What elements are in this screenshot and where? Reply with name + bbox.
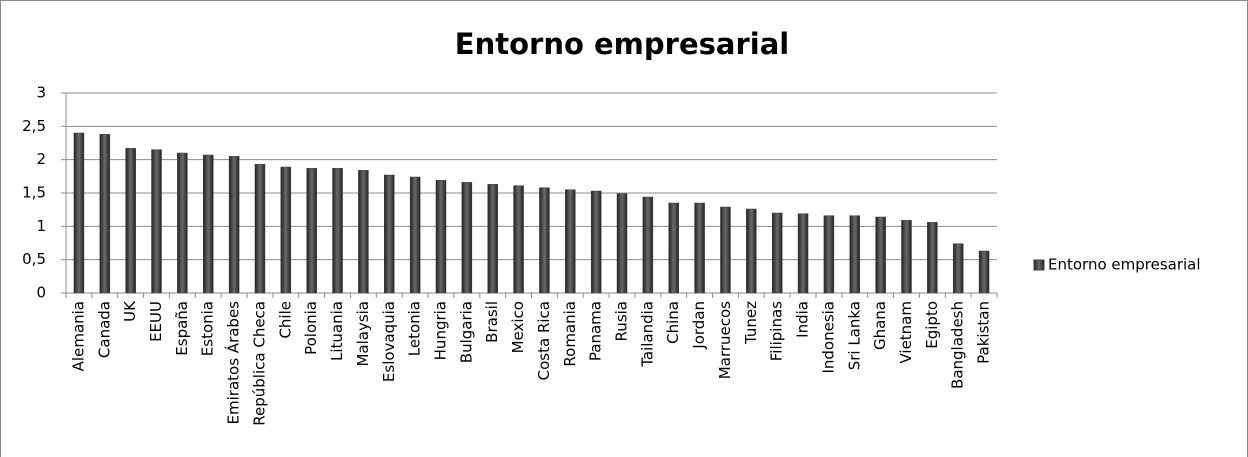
x-tick-label: China	[664, 301, 682, 344]
x-tick-label: India	[794, 301, 812, 338]
legend-label: Entorno empresarial	[1048, 256, 1201, 274]
bar	[901, 220, 912, 294]
x-tick-label: Brasil	[483, 301, 501, 343]
y-tick-label: 2	[36, 150, 46, 168]
x-tick-label: Lituania	[328, 301, 346, 361]
bar	[952, 243, 964, 294]
x-tick-label: Romania	[561, 301, 579, 367]
bar	[202, 154, 214, 294]
bar	[280, 166, 292, 294]
y-tick-label: 1,5	[22, 184, 46, 202]
bar	[771, 212, 783, 294]
bar	[978, 250, 990, 294]
bar	[99, 134, 111, 294]
bar	[358, 170, 369, 294]
x-tick-label: Jordan	[690, 301, 708, 350]
bar	[668, 202, 679, 294]
bar	[487, 184, 498, 294]
bar	[823, 215, 835, 294]
bar	[539, 187, 550, 294]
bar	[435, 180, 447, 294]
bar	[306, 168, 317, 294]
x-tick-label: Polonia	[302, 301, 320, 355]
bar	[384, 174, 395, 294]
x-tick-label: Vietnam	[897, 301, 915, 364]
y-tick-label: 3	[36, 84, 46, 102]
bar	[565, 189, 576, 294]
x-tick-label: UK	[121, 300, 139, 322]
x-tick-label: Eslovaquia	[380, 301, 398, 382]
x-tick-label: Sri Lanka	[845, 301, 863, 370]
x-tick-label: Filipinas	[768, 301, 786, 361]
x-tick-label: Malaysia	[354, 301, 372, 367]
x-tick-label: Ghana	[871, 301, 889, 350]
bar	[746, 208, 757, 294]
bar	[254, 164, 266, 294]
x-tick-label: Marruecos	[716, 301, 734, 379]
x-tick-label: Rusia	[613, 301, 631, 341]
x-tick-label: Panama	[587, 301, 605, 361]
x-tick-label: Alemania	[69, 301, 87, 371]
y-tick-label: 2,5	[22, 117, 46, 135]
bar	[125, 148, 136, 294]
bar	[590, 190, 602, 294]
x-tick-label: Estonia	[199, 301, 217, 356]
bar	[720, 206, 731, 294]
x-tick-label: Emiratos Árabes	[224, 301, 243, 425]
x-tick-label: Pakistan	[975, 301, 993, 364]
bar	[797, 213, 809, 294]
bar	[513, 185, 524, 294]
y-tick-label: 1	[36, 217, 46, 235]
x-tick-label: Egipto	[923, 301, 941, 349]
x-tick-label: Hungria	[431, 301, 449, 360]
bar	[875, 216, 886, 294]
bar	[177, 152, 188, 294]
x-tick-label: Costa Rica	[535, 301, 553, 380]
x-tick-label: EEUU	[147, 301, 165, 342]
bar	[642, 196, 654, 294]
legend-swatch	[1033, 259, 1045, 271]
x-tick-label: Tailandia	[638, 301, 656, 368]
y-tick-label: 0,5	[22, 250, 46, 268]
x-tick-label: República Checa	[250, 301, 268, 426]
x-tick-label: Bangladesh	[949, 301, 967, 389]
x-tick-label: Indonesia	[819, 301, 837, 374]
bar	[151, 149, 162, 294]
bar	[849, 215, 861, 294]
x-tick-label: Canada	[95, 301, 113, 358]
bar	[694, 202, 705, 294]
bar	[73, 132, 85, 294]
bar	[927, 222, 938, 294]
y-tick-label: 0	[36, 284, 46, 302]
bar	[332, 168, 343, 294]
x-tick-label: Chile	[276, 301, 294, 339]
x-tick-label: Letonia	[406, 301, 424, 356]
chart-title: Entorno empresarial	[455, 27, 789, 61]
x-tick-label: Mexico	[509, 301, 527, 353]
bar	[616, 193, 628, 294]
bar	[409, 176, 421, 294]
x-tick-label: Tunez	[742, 301, 760, 345]
bar	[228, 156, 240, 294]
x-tick-label: España	[173, 301, 191, 356]
x-tick-label: Bulgaria	[457, 301, 475, 363]
bar	[461, 182, 473, 294]
